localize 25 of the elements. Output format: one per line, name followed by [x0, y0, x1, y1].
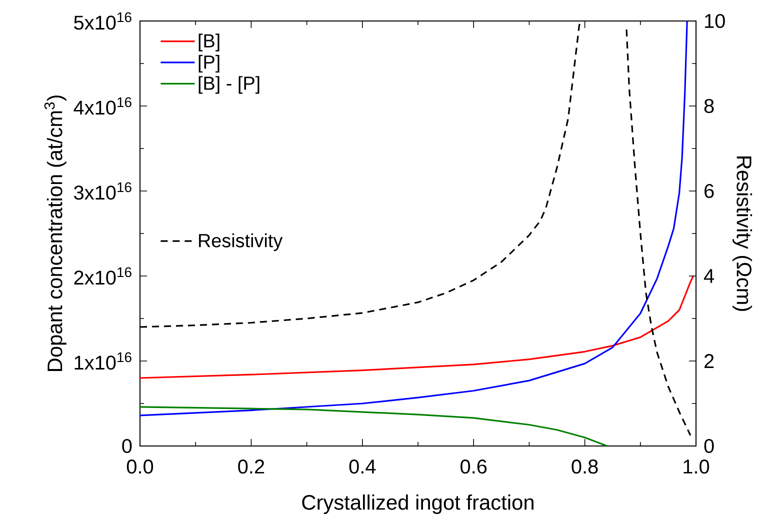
legend-label: Resistivity	[199, 233, 283, 252]
y2-tick-label: 4	[704, 269, 714, 283]
y-axis-title: Dopant concentration (at/cm$^{3}$)	[44, 96, 66, 371]
x-tick-label: 0.0	[126, 460, 154, 474]
y-tick-label: 5x10$^{16}$	[74, 12, 132, 30]
y2-tick-label: 0	[704, 438, 714, 454]
y2-tick-label: 8	[704, 98, 714, 114]
x-tick-label: 0.4	[349, 460, 376, 474]
legend-label: [P]	[198, 54, 220, 73]
y2-tick-label: 6	[704, 184, 714, 198]
legend-label: [B] - [P]	[198, 76, 260, 94]
y2-axis-title: Resistivity (Ωcm)	[732, 156, 752, 311]
x-tick-label: 0.2	[238, 460, 264, 474]
y-tick-label: 0	[122, 438, 132, 454]
y2-tick-label: 10	[705, 14, 725, 28]
y-tick-label: 4x10$^{16}$	[74, 97, 132, 115]
x-tick-label: 0.6	[460, 460, 487, 474]
y-tick-label: 2x10$^{16}$	[74, 267, 132, 285]
x-tick-label: 0.8	[572, 460, 598, 474]
y-tick-label: 1x10$^{16}$	[74, 352, 132, 370]
x-axis-title: Crystallized ingot fraction	[302, 494, 534, 514]
x-tick-label: 1.0	[684, 460, 710, 474]
y2-tick-label: 2	[704, 354, 714, 368]
y-tick-label: 3x10$^{16}$	[74, 182, 132, 200]
legend-label: [B]	[198, 34, 220, 52]
